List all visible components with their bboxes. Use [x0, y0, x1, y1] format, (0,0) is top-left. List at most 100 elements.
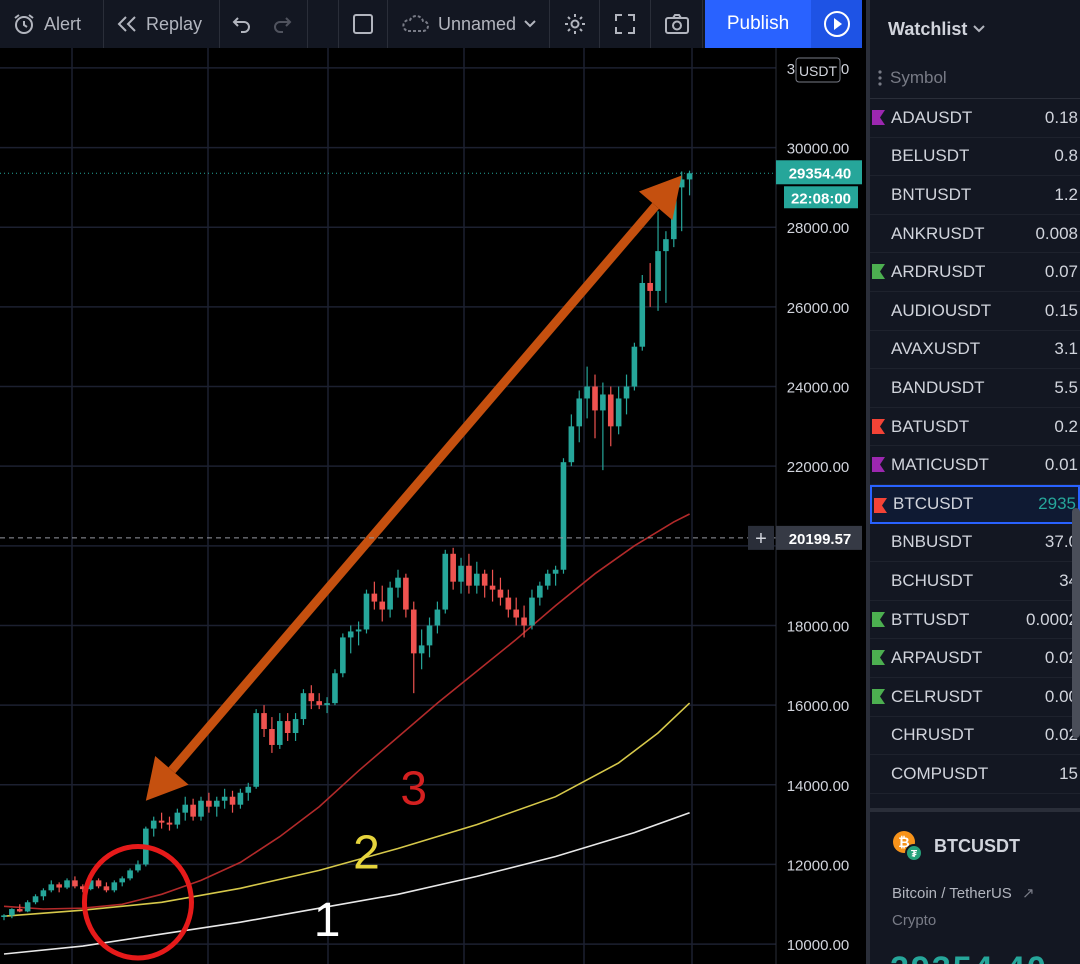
watchlist-row[interactable]: MATICUSDT 0.01	[870, 446, 1080, 485]
watchlist-symbol: MATICUSDT	[891, 455, 989, 475]
camera-icon	[664, 14, 689, 34]
ma-number-label: 2	[353, 826, 380, 879]
layout-select-button[interactable]	[338, 0, 388, 48]
watchlist-price: 0.02	[1044, 725, 1078, 745]
price-chart[interactable]: 123 32000.0030000.0028000.0026000.002400…	[0, 48, 862, 964]
trend-arrow-tail	[145, 756, 189, 801]
watchlist-price: 0.07	[1044, 262, 1078, 282]
candle-body	[300, 693, 307, 720]
candle-body	[308, 693, 315, 702]
redo-icon[interactable]	[272, 15, 292, 33]
candle-body	[174, 812, 181, 825]
watchlist-row[interactable]: BTCUSDT 2935	[870, 484, 1080, 524]
watchlist-price: 0.01	[1044, 455, 1078, 475]
replay-button[interactable]: Replay	[104, 0, 220, 48]
svg-text:₮: ₮	[911, 849, 917, 860]
candle-body	[663, 239, 669, 252]
watchlist-row[interactable]: BATUSDT 0.2	[870, 408, 1080, 447]
flag-icon[interactable]	[872, 688, 885, 704]
candle-body	[489, 585, 496, 590]
watchlist-symbol: BTCUSDT	[893, 494, 974, 514]
undo-icon[interactable]	[232, 15, 252, 33]
watchlist-symbol: BTTUSDT	[891, 609, 970, 629]
alert-button[interactable]: Alert	[0, 0, 104, 48]
watchlist-price: 0.00	[1044, 686, 1078, 706]
candle-body	[655, 251, 661, 291]
price-axis-tick: 14000.00	[787, 778, 850, 795]
candle-body	[607, 394, 614, 427]
watchlist-symbol: BCHUSDT	[891, 570, 974, 590]
watchlist-row[interactable]: BCHUSDT 34	[870, 562, 1080, 601]
watchlist-symbol: CHRUSDT	[891, 725, 975, 745]
flag-icon[interactable]	[872, 611, 885, 627]
watchlist-header[interactable]: Watchlist	[870, 0, 1080, 58]
candle-body	[505, 597, 512, 610]
watchlist-row[interactable]: ARPAUSDT 0.02	[870, 639, 1080, 678]
watchlist-row[interactable]: AUDIOUSDT 0.15	[870, 292, 1080, 331]
unit-badge-label: USDT	[799, 63, 838, 79]
watchlist-row[interactable]: BNTUSDT 1.2	[870, 176, 1080, 215]
flag-icon[interactable]	[872, 110, 885, 125]
alert-label: Alert	[44, 13, 82, 34]
watchlist-row[interactable]: ANKRUSDT 0.008	[870, 215, 1080, 254]
flag-icon[interactable]	[872, 418, 885, 434]
watchlist-price: 0.0002	[1026, 609, 1078, 629]
last-price-badge	[776, 160, 862, 185]
countdown-label: 22:08:00	[791, 190, 851, 207]
flag-icon[interactable]	[872, 457, 885, 473]
watchlist-column-header[interactable]: Symbol	[870, 58, 1080, 99]
external-link-icon[interactable]: ↗	[1021, 885, 1035, 902]
fullscreen-icon	[615, 14, 635, 34]
watchlist-row[interactable]: ARDRUSDT 0.07	[870, 253, 1080, 292]
candle-body	[403, 577, 409, 610]
candle-body	[552, 569, 559, 574]
candle-body	[292, 719, 299, 734]
watchlist-row[interactable]: CELRUSDT 0.00	[870, 678, 1080, 717]
candle-body	[592, 386, 598, 411]
moving-average-line	[3, 513, 690, 910]
watchlist-symbol: BNTUSDT	[891, 184, 972, 204]
fullscreen-button[interactable]	[600, 0, 651, 48]
detail-price: 29354.40	[890, 950, 1048, 964]
candle-body	[615, 398, 622, 427]
watchlist-row[interactable]: BNBUSDT 37.0	[870, 524, 1080, 563]
flag-icon[interactable]	[872, 264, 885, 280]
candle-body	[9, 909, 15, 916]
watchlist-row[interactable]: BANDUSDT 5.5	[870, 369, 1080, 408]
snapshot-button[interactable]	[651, 0, 703, 48]
watchlist-price: 0.2	[1054, 416, 1078, 436]
candle-body	[16, 909, 23, 912]
watchlist-scrollbar[interactable]	[1072, 508, 1080, 738]
publish-button[interactable]: Publish	[705, 0, 811, 48]
watchlist-row[interactable]: ADAUSDT 0.18	[870, 99, 1080, 138]
candle-body	[450, 553, 456, 582]
alarm-clock-icon	[14, 14, 34, 34]
watchlist-row[interactable]: CHRUSDT 0.02	[870, 717, 1080, 756]
watchlist-row[interactable]: AVAXUSDT 3.1	[870, 331, 1080, 370]
candle-body	[544, 573, 551, 586]
candle-body	[521, 617, 527, 626]
watchlist-row[interactable]: BELUSDT 0.8	[870, 138, 1080, 177]
watchlist-row[interactable]: BTTUSDT 0.0002	[870, 601, 1080, 640]
watchlist-price: 1.2	[1054, 184, 1078, 204]
candle-body	[576, 398, 583, 427]
play-button[interactable]	[811, 0, 862, 48]
settings-button[interactable]	[550, 0, 600, 48]
flag-icon[interactable]	[872, 650, 885, 666]
ma-number-label: 3	[400, 763, 427, 816]
candle-body	[481, 573, 488, 586]
watchlist-row[interactable]: COMPUSDT 15	[870, 755, 1080, 794]
layout-name: Unnamed	[438, 13, 517, 34]
watchlist-symbol: AVAXUSDT	[891, 339, 981, 359]
layout-name-button[interactable]: Unnamed	[388, 0, 550, 48]
detail-symbol[interactable]: BTCUSDT	[934, 836, 1020, 856]
flag-icon[interactable]	[874, 497, 887, 513]
watchlist-symbol: ARPAUSDT	[891, 648, 983, 668]
watchlist-symbol: COMPUSDT	[891, 763, 989, 783]
candle-body	[221, 796, 228, 801]
layout-square-icon	[353, 14, 373, 34]
detail-type: Crypto	[892, 912, 937, 929]
candle-body	[671, 187, 677, 240]
watchlist-symbol: BELUSDT	[891, 146, 970, 166]
candle-body	[639, 282, 646, 347]
